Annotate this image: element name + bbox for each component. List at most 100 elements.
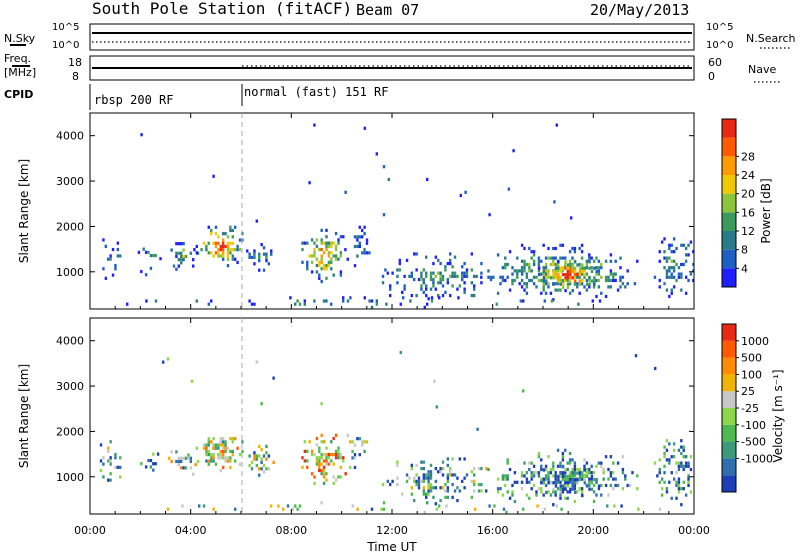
range-time-cell bbox=[552, 246, 555, 251]
range-time-cell bbox=[250, 302, 254, 306]
range-time-cell bbox=[532, 275, 536, 279]
range-time-cell bbox=[339, 270, 343, 274]
range-time-cell bbox=[564, 278, 567, 283]
range-time-cell bbox=[564, 256, 567, 260]
range-time-cell bbox=[566, 266, 570, 270]
range-time-cell bbox=[561, 471, 565, 475]
range-time-cell bbox=[593, 276, 596, 280]
range-time-cell bbox=[265, 457, 268, 461]
range-time-cell bbox=[410, 271, 414, 275]
range-time-cell bbox=[580, 490, 584, 494]
range-time-cell bbox=[104, 276, 108, 280]
range-time-cell bbox=[446, 261, 450, 266]
range-time-cell bbox=[668, 246, 671, 251]
range-time-cell bbox=[318, 449, 321, 453]
range-time-cell bbox=[149, 458, 153, 463]
range-time-cell bbox=[221, 449, 225, 454]
range-time-cell bbox=[547, 282, 550, 286]
range-time-cell bbox=[403, 287, 406, 291]
range-time-cell bbox=[677, 477, 681, 481]
range-time-cell bbox=[580, 282, 584, 286]
range-time-cell bbox=[303, 241, 307, 245]
range-time-cell bbox=[429, 271, 433, 275]
range-time-cell bbox=[573, 269, 577, 274]
range-time-cell bbox=[585, 474, 589, 479]
range-time-cell bbox=[429, 277, 433, 282]
range-time-cell bbox=[528, 480, 531, 484]
range-time-cell bbox=[238, 248, 242, 252]
range-time-cell bbox=[571, 289, 574, 293]
range-time-cell bbox=[439, 271, 442, 275]
range-time-cell bbox=[607, 493, 610, 497]
range-time-cell bbox=[246, 249, 249, 253]
range-time-cell bbox=[684, 275, 688, 279]
range-time-cell bbox=[396, 463, 399, 467]
range-time-cell bbox=[578, 262, 581, 267]
range-time-cell bbox=[425, 287, 428, 291]
range-time-cell bbox=[665, 275, 669, 279]
colorbar-segment bbox=[722, 231, 736, 250]
range-time-cell bbox=[318, 462, 321, 466]
range-time-cell bbox=[544, 266, 548, 270]
range-time-cell bbox=[322, 452, 326, 457]
range-time-cell bbox=[320, 241, 323, 245]
range-time-cell bbox=[177, 251, 181, 255]
range-time-cell bbox=[427, 479, 430, 483]
range-time-cell bbox=[332, 462, 335, 466]
range-time-cell bbox=[535, 493, 538, 497]
range-time-cell bbox=[313, 475, 316, 479]
range-time-cell bbox=[325, 456, 328, 460]
range-time-cell bbox=[365, 238, 369, 242]
range-time-cell bbox=[236, 244, 239, 249]
range-time-cell bbox=[425, 293, 428, 298]
range-time-cell bbox=[429, 489, 433, 493]
range-time-cell bbox=[653, 275, 657, 279]
range-time-cell bbox=[202, 443, 206, 447]
range-time-cell bbox=[221, 440, 225, 444]
range-time-cell bbox=[356, 238, 359, 242]
range-time-cell bbox=[597, 285, 601, 289]
range-time-cell bbox=[528, 467, 531, 472]
range-time-cell bbox=[540, 481, 543, 485]
range-time-cell bbox=[585, 468, 589, 472]
range-time-cell bbox=[564, 474, 567, 479]
range-time-cell bbox=[398, 261, 402, 266]
range-time-cell bbox=[668, 266, 671, 270]
range-time-cell bbox=[339, 452, 343, 457]
colorbar-frame bbox=[721, 118, 737, 288]
range-time-cell bbox=[434, 502, 438, 506]
range-time-cell bbox=[473, 274, 476, 278]
range-time-cell bbox=[209, 440, 213, 444]
range-time-cell bbox=[621, 487, 625, 491]
range-time-cell bbox=[320, 472, 323, 476]
colorbar-segment bbox=[722, 374, 736, 392]
range-time-cell bbox=[308, 254, 311, 258]
range-time-cell bbox=[427, 470, 430, 474]
range-time-cell bbox=[684, 461, 688, 465]
range-time-cell bbox=[668, 294, 671, 299]
range-time-cell bbox=[621, 471, 625, 475]
range-time-cell bbox=[353, 264, 357, 268]
range-time-cell bbox=[585, 484, 589, 488]
range-time-cell bbox=[665, 259, 669, 263]
range-time-cell bbox=[180, 261, 183, 265]
range-time-cell bbox=[532, 262, 536, 267]
range-time-cell bbox=[488, 213, 491, 217]
colorbar-segment bbox=[722, 119, 736, 138]
range-time-cell bbox=[313, 481, 316, 485]
range-time-cell bbox=[334, 456, 338, 460]
range-time-cell bbox=[571, 458, 574, 462]
range-time-cell bbox=[320, 433, 323, 437]
range-time-cell bbox=[360, 228, 364, 233]
colorbar-tick-label: 8 bbox=[741, 244, 748, 257]
range-time-cell bbox=[508, 250, 512, 254]
range-time-cell bbox=[568, 291, 572, 295]
range-time-cell bbox=[658, 285, 661, 289]
range-time-cell bbox=[221, 257, 225, 261]
range-time-cell bbox=[542, 285, 545, 289]
range-time-cell bbox=[180, 456, 183, 460]
range-time-cell bbox=[396, 482, 399, 487]
range-time-cell bbox=[476, 427, 479, 431]
range-time-cell bbox=[327, 254, 331, 258]
range-time-cell bbox=[502, 507, 506, 511]
